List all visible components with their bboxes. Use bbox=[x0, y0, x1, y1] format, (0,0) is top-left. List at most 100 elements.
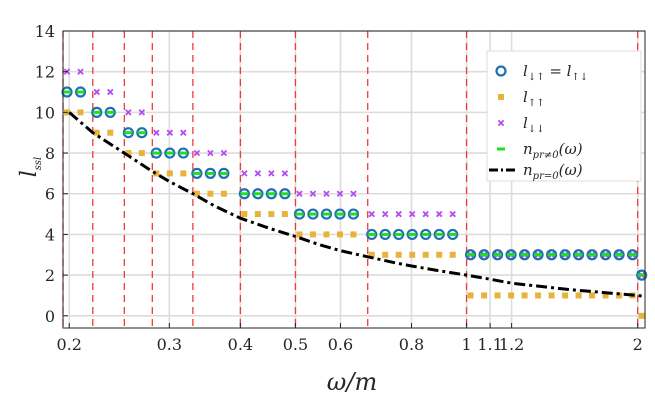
data-point-square bbox=[77, 109, 84, 116]
data-point-circle bbox=[104, 106, 116, 118]
data-point-x bbox=[207, 149, 214, 157]
data-point-circle bbox=[636, 269, 648, 281]
legend-label-main: l bbox=[523, 114, 528, 132]
data-point-circle bbox=[91, 106, 103, 118]
data-point-square bbox=[589, 292, 596, 299]
y-tick-label: 10 bbox=[35, 103, 55, 122]
data-point-x bbox=[138, 109, 146, 116]
data-point-circle bbox=[150, 147, 162, 159]
legend-label: l↓↑ = l↑↓ bbox=[523, 62, 588, 83]
data-point-circle bbox=[218, 167, 230, 179]
data-point-x bbox=[296, 190, 303, 197]
x-tick-label: 1.1 bbox=[477, 335, 502, 354]
data-point-square bbox=[323, 231, 330, 238]
data-point-circle bbox=[464, 249, 477, 261]
data-point-circle bbox=[447, 228, 459, 241]
y-tick-label: 14 bbox=[35, 22, 55, 41]
data-point-circle bbox=[265, 188, 277, 200]
data-point-square bbox=[281, 211, 288, 218]
legend-label-sub: pr=0 bbox=[533, 171, 560, 182]
data-point-circle bbox=[204, 167, 216, 179]
data-point-square bbox=[220, 190, 227, 197]
data-point-square bbox=[481, 292, 488, 299]
legend-label: l↑↑ bbox=[523, 88, 545, 109]
y-tick-label: 0 bbox=[45, 307, 55, 326]
data-point-square bbox=[254, 211, 261, 218]
ticks: 0.2 0.3 0.4 0.5 0.6 0.8 1 1.11.2 2 0 2 4 6 8 10 12 14 bbox=[35, 22, 643, 354]
data-point-circle bbox=[406, 228, 418, 241]
data-point-x bbox=[323, 190, 330, 197]
x-axis-label: ω/m bbox=[327, 368, 377, 396]
data-point-circle bbox=[613, 249, 625, 261]
data-point-square bbox=[436, 251, 443, 258]
data-point-circle bbox=[238, 188, 250, 200]
data-point-circle bbox=[586, 249, 598, 261]
data-point-x bbox=[153, 129, 160, 136]
data-point-circle bbox=[495, 65, 507, 77]
data-point-square bbox=[422, 251, 429, 258]
data-point-square bbox=[107, 129, 114, 136]
x-tick-label: 0.4 bbox=[228, 335, 253, 354]
data-point-circle bbox=[307, 208, 319, 220]
data-point-square bbox=[521, 292, 528, 299]
legend-label-sub: ↓↑ bbox=[528, 72, 545, 83]
data-point-square bbox=[395, 251, 402, 258]
data-point-square bbox=[602, 292, 609, 299]
data-point-square bbox=[494, 292, 501, 299]
data-point-square bbox=[166, 170, 173, 177]
data-point-square bbox=[575, 292, 582, 299]
data-point-square bbox=[638, 312, 645, 319]
y-tick-label: 12 bbox=[35, 63, 55, 82]
y-tick-label: 8 bbox=[45, 144, 55, 163]
data-point-square bbox=[498, 94, 504, 100]
x-tick-label: 1.2 bbox=[499, 335, 524, 354]
y-tick-label: 6 bbox=[45, 185, 55, 204]
data-point-square bbox=[467, 292, 474, 299]
data-point-circle bbox=[478, 249, 490, 261]
data-point-circle bbox=[393, 228, 405, 241]
data-point-circle bbox=[366, 228, 378, 241]
data-marks bbox=[61, 68, 648, 319]
data-point-circle bbox=[572, 249, 585, 261]
data-point-square bbox=[449, 251, 456, 258]
legend-box bbox=[486, 50, 642, 182]
data-point-square bbox=[368, 251, 375, 258]
data-point-square bbox=[616, 292, 623, 299]
legend-label: npr=0(ω) bbox=[523, 161, 583, 182]
data-point-circle bbox=[518, 249, 531, 261]
data-point-circle bbox=[279, 188, 291, 200]
data-point-circle bbox=[420, 228, 432, 241]
series-dashdot-curve bbox=[68, 111, 646, 298]
data-point-x bbox=[497, 119, 505, 127]
x-tick-label: 0.6 bbox=[328, 335, 353, 354]
data-point-circle bbox=[136, 127, 148, 139]
x-tick-label: 0.3 bbox=[157, 335, 182, 354]
data-point-x bbox=[309, 190, 317, 197]
data-point-square bbox=[535, 292, 542, 299]
data-point-circle bbox=[505, 249, 517, 261]
data-point-square bbox=[93, 129, 100, 136]
data-point-square bbox=[562, 292, 569, 299]
legend-label-main: l bbox=[523, 88, 528, 106]
legend-label-main: l bbox=[523, 62, 528, 80]
data-point-square bbox=[207, 190, 214, 197]
data-point-x bbox=[180, 129, 187, 136]
data-point-circle bbox=[122, 127, 134, 139]
data-point-x bbox=[408, 210, 416, 218]
data-point-x bbox=[166, 129, 174, 136]
series-dash bbox=[63, 90, 646, 277]
data-point-x bbox=[435, 210, 443, 218]
data-point-square bbox=[350, 231, 357, 238]
data-point-x bbox=[381, 210, 389, 218]
data-point-circle bbox=[74, 86, 87, 98]
data-point-square bbox=[125, 150, 132, 157]
data-point-x bbox=[350, 190, 357, 197]
data-point-circle bbox=[347, 208, 360, 220]
plot-frame bbox=[62, 30, 646, 329]
data-point-circle bbox=[177, 147, 189, 159]
data-point-square bbox=[382, 251, 389, 258]
data-point-circle bbox=[320, 208, 333, 220]
data-point-x bbox=[220, 149, 228, 157]
data-point-circle bbox=[626, 249, 639, 261]
